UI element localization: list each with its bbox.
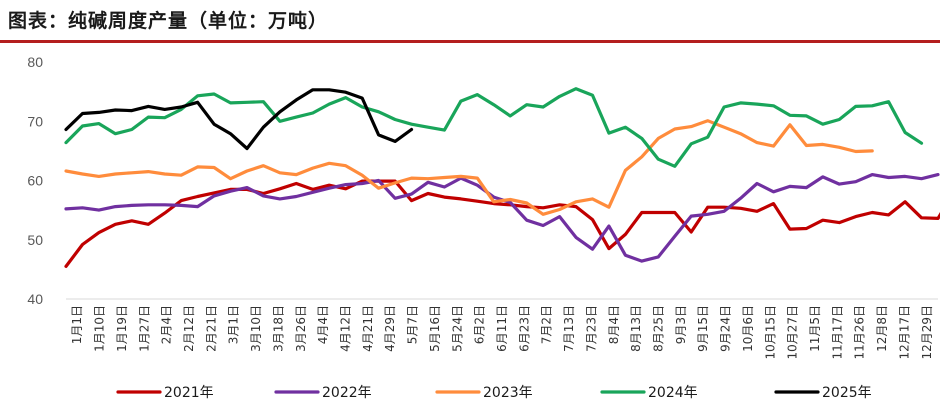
- x-tick-label: 3月18日: [271, 305, 285, 352]
- x-tick-label: 1月1日: [70, 305, 84, 344]
- title-bar: 图表：纯碱周度产量（单位：万吨）: [0, 0, 940, 43]
- x-tick-label: 6月23日: [517, 305, 531, 352]
- x-tick-label: 1月27日: [137, 305, 151, 352]
- x-tick-label: 12月29日: [920, 305, 934, 360]
- x-tick-label: 4月4日: [316, 305, 330, 344]
- x-tick-label: 9月15日: [696, 305, 710, 352]
- x-tick-label: 4月21日: [361, 305, 375, 352]
- x-tick-label: 10月27日: [786, 305, 800, 360]
- x-tick-label: 2月4日: [160, 305, 174, 344]
- series-line-2021年: [64, 179, 940, 268]
- y-tick-label: 80: [27, 54, 43, 70]
- x-tick-label: 5月16日: [428, 305, 442, 352]
- x-tick-label: 4月29日: [383, 305, 397, 352]
- x-axis: 1月1日 1月10日 1月19日 1月27日 2月4日 2月12日 2月21日 3月1日 3月1…: [66, 298, 938, 360]
- y-tick-label: 40: [27, 291, 43, 307]
- line-chart: 40 50 60 70 80 1月1日 1月10日 1月19日 1月27日 2月4日 2月12日 2…: [27, 54, 940, 401]
- x-tick-label: 10月6日: [741, 305, 755, 352]
- legend-label: 2025年: [822, 385, 872, 401]
- x-tick-label: 6月2日: [473, 305, 487, 344]
- x-tick-label: 10月15日: [763, 305, 777, 360]
- x-tick-label: 12月17日: [897, 305, 911, 360]
- x-tick-label: 9月3日: [674, 305, 688, 344]
- x-tick-label: 4月12日: [338, 305, 352, 352]
- x-tick-label: 1月10日: [93, 305, 107, 352]
- legend-label: 2024年: [648, 385, 698, 401]
- x-tick-label: 2月21日: [204, 305, 218, 352]
- legend-label: 2021年: [164, 385, 214, 401]
- x-tick-label: 7月2日: [540, 305, 554, 344]
- legend-label: 2023年: [483, 385, 533, 401]
- y-tick-label: 50: [27, 232, 43, 248]
- x-tick-label: 8月4日: [607, 305, 621, 344]
- x-tick-label: 2月12日: [182, 305, 196, 352]
- legend: 2021年 2022年 2023年 2024年 2025年: [116, 385, 872, 401]
- x-tick-label: 12月8日: [875, 305, 889, 352]
- legend-label: 2022年: [322, 385, 372, 401]
- x-tick-label: 7月13日: [562, 305, 576, 352]
- series-line-2024年: [64, 87, 924, 168]
- series-line-2025年: [64, 88, 414, 151]
- x-tick-label: 7月23日: [584, 305, 598, 352]
- x-tick-label: 6月11日: [495, 305, 509, 352]
- x-tick-label: 5月24日: [450, 305, 464, 352]
- x-tick-label: 3月10日: [249, 305, 263, 352]
- x-tick-label: 8月25日: [652, 305, 666, 352]
- x-tick-label: 3月1日: [227, 305, 241, 344]
- y-tick-label: 70: [27, 113, 43, 129]
- x-tick-label: 11月5日: [808, 305, 822, 352]
- x-tick-label: 5月7日: [406, 305, 420, 344]
- y-tick-label: 60: [27, 173, 43, 189]
- x-tick-label: 1月19日: [115, 305, 129, 352]
- x-tick-label: 9月24日: [719, 305, 733, 352]
- y-axis: 40 50 60 70 80: [27, 54, 43, 307]
- plot-area: [64, 87, 940, 268]
- x-tick-label: 11月17日: [830, 305, 844, 360]
- x-tick-label: 8月13日: [629, 305, 643, 352]
- series-line-2023年: [64, 119, 874, 216]
- x-tick-label: 11月26日: [853, 305, 867, 360]
- x-tick-label: 3月26日: [294, 305, 308, 352]
- chart-title: 图表：纯碱周度产量（单位：万吨）: [8, 10, 329, 32]
- series-line-2022年: [64, 173, 940, 263]
